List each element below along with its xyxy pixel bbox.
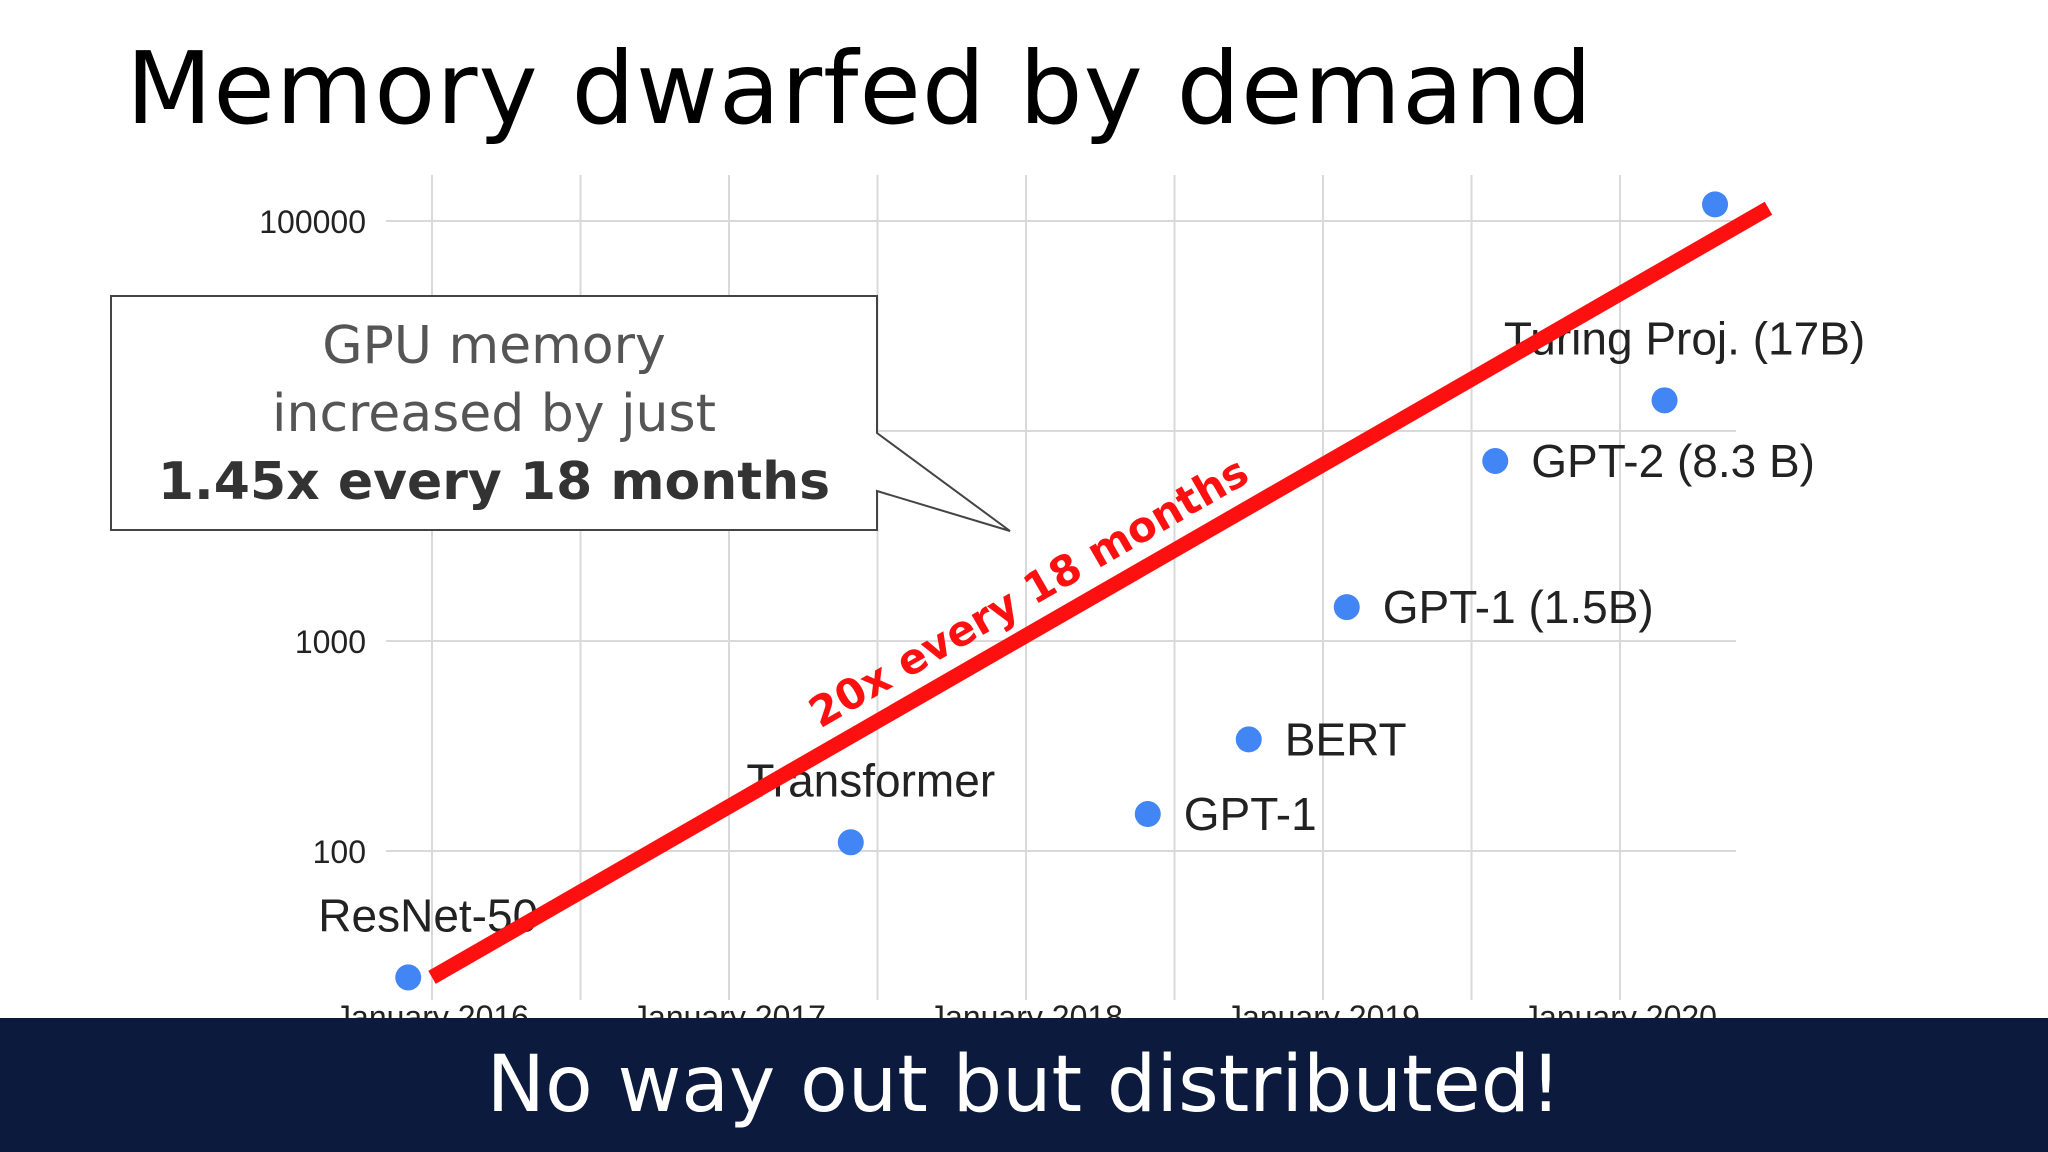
data-point — [837, 829, 864, 856]
data-point — [1134, 801, 1161, 828]
y-tick-label: 100 — [313, 834, 366, 870]
data-point — [1651, 387, 1678, 414]
callout-line-3: 1.45x every 18 months — [157, 452, 831, 512]
footer-banner: No way out but distributed! — [0, 1018, 2048, 1152]
data-point — [1702, 191, 1729, 218]
callout-line-2: increased by just — [272, 384, 716, 444]
footer-text: No way out but distributed! — [486, 1040, 1562, 1130]
point-label: BERT — [1285, 713, 1407, 765]
point-label: GPT-1 — [1184, 788, 1317, 840]
data-point — [1482, 447, 1509, 474]
y-tick-label: 1000 — [295, 624, 366, 660]
slide-title: Memory dwarfed by demand — [126, 30, 1594, 147]
y-axis-ticks: 100 1000 100000 — [259, 204, 366, 870]
callout-box — [110, 295, 1011, 532]
data-point — [395, 964, 422, 991]
callout-line-1: GPU memory — [322, 316, 666, 376]
data-points — [395, 191, 1729, 991]
point-label: Turing Proj. (17B) — [1504, 312, 1865, 364]
y-tick-label: 100000 — [259, 204, 366, 240]
point-label: GPT-2 (8.3 B) — [1531, 435, 1815, 487]
data-point — [1235, 726, 1262, 753]
callout-text: GPU memory increased by just 1.45x every… — [112, 312, 876, 516]
trend-line — [428, 201, 1773, 984]
data-point — [1333, 594, 1360, 621]
point-label: GPT-1 (1.5B) — [1383, 581, 1654, 633]
